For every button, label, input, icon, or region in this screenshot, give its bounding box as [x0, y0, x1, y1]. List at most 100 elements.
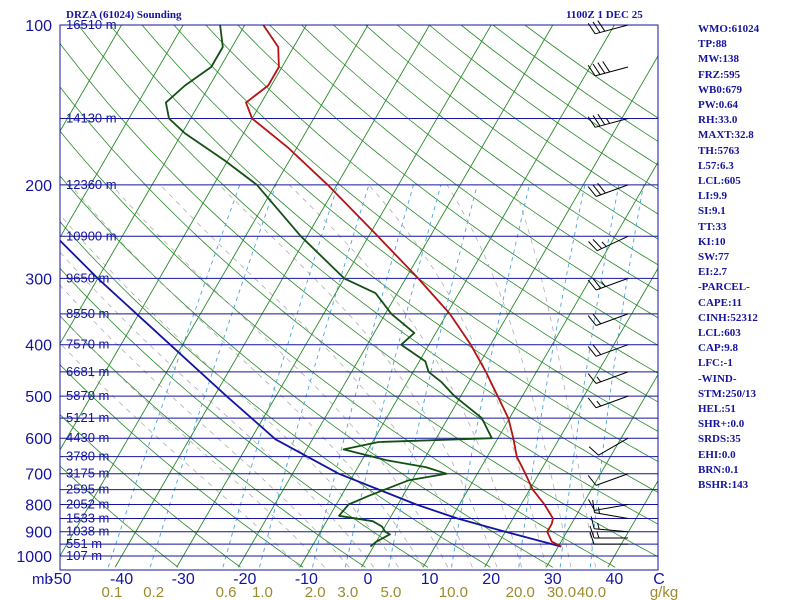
pressure-tick-label: 800	[25, 498, 52, 515]
plot-frame	[59, 24, 659, 571]
height-label: 5121 m	[66, 410, 109, 425]
temperature-tick-label: 30	[544, 571, 562, 588]
mixing-ratio-line	[107, 184, 241, 568]
wind-barb-flag	[588, 499, 595, 511]
index-item: SW:77	[698, 251, 730, 264]
wind-barb-half-flag	[596, 376, 602, 383]
index-item: WMO:61024	[698, 23, 760, 35]
wind-barb-flag	[587, 346, 597, 357]
wind-barb-flag	[587, 373, 597, 384]
height-label: 1038 m	[66, 524, 109, 539]
dry-adiabat-line	[141, 25, 658, 432]
mixing-ratio-tick-label: 20.0	[506, 584, 535, 600]
wind-barb-shaft	[595, 313, 629, 326]
wind-barb-shaft	[595, 118, 629, 128]
wind-barb	[588, 437, 629, 456]
moist-adiabat-line	[111, 184, 449, 568]
index-item: SI:9.1	[698, 205, 726, 218]
pressure-tick-label: 200	[25, 178, 52, 195]
index-item: LI:9.9	[698, 190, 728, 203]
mixing-ratio-line	[222, 184, 339, 568]
isotherm-line	[60, 25, 184, 239]
index-item: HEL:51	[698, 403, 736, 416]
wind-barb-flag	[587, 22, 596, 35]
isotherm-line	[299, 25, 615, 568]
height-label: 1533 m	[66, 511, 109, 526]
mixing-ratio-tick-label: 0.6	[216, 584, 237, 600]
wind-barb-shaft	[594, 504, 629, 511]
mixing-ratio-tick-label: 10.0	[439, 584, 468, 600]
dry-adiabat-line	[60, 315, 366, 568]
wind-barb-shaft	[598, 437, 629, 456]
wind-barb-flag	[597, 20, 606, 32]
wind-barb-flag	[592, 239, 603, 249]
temperature-tick-label: -10	[295, 571, 318, 588]
pressure-tick-label: 1000	[16, 549, 52, 566]
wind-barb-flag	[587, 65, 596, 77]
wind-barb-flag	[592, 313, 602, 325]
height-label: 10900 m	[66, 228, 117, 243]
dry-adiabat-line	[237, 25, 658, 346]
index-item: CINH:52312	[698, 311, 758, 324]
wind-barb-flag	[587, 397, 597, 409]
wind-barb-flag	[587, 186, 597, 197]
temperature-tick-label: 20	[482, 571, 500, 588]
isotherm-line	[237, 25, 554, 568]
dry-adiabat-line	[60, 221, 491, 568]
dry-adiabat-line	[269, 25, 658, 319]
index-item: MW:138	[698, 53, 739, 66]
wind-barb-flag	[590, 516, 595, 529]
wind-barb-half-flag	[596, 531, 600, 539]
dry-adiabat-line	[60, 267, 429, 568]
dry-adiabat-line	[60, 414, 241, 568]
height-label: 3780 m	[66, 449, 109, 464]
wind-barb	[587, 313, 629, 326]
mixing-ratio-line	[312, 184, 414, 568]
pressure-tick-label: 400	[25, 338, 52, 355]
height-label: 2052 m	[66, 497, 109, 512]
index-item: BSHR:143	[698, 479, 749, 492]
wind-barb-flag	[597, 182, 606, 194]
mixing-ratio-line	[451, 184, 530, 568]
height-label: 3175 m	[66, 466, 109, 481]
moist-adiabat-line	[69, 184, 424, 568]
wind-barb-flag	[592, 500, 596, 513]
dewpoint-profile-line	[164, 25, 493, 548]
temperature-unit-label: C	[653, 571, 665, 588]
temperature-tick-label: 0	[364, 571, 373, 588]
wind-barb-flag	[587, 116, 596, 128]
mixing-ratio-line	[589, 184, 644, 568]
index-item: L57:6.3	[698, 159, 734, 172]
wind-barb	[587, 61, 629, 77]
isotherm-line	[361, 55, 658, 568]
mixing-ratio-tick-label: 1.0	[252, 584, 273, 600]
wind-barb-shaft	[595, 473, 629, 486]
pressure-tick-label: 900	[25, 525, 52, 542]
wind-barb-flag	[589, 525, 595, 539]
wind-barb-shaft	[595, 66, 629, 77]
index-item: LCL:605	[698, 175, 741, 188]
height-label: 16510 m	[66, 17, 117, 32]
isotherm-line	[484, 267, 658, 568]
height-label: 8550 m	[66, 306, 109, 321]
moist-adiabat-line	[218, 184, 498, 568]
pressure-tick-label: 100	[25, 18, 52, 35]
wind-barb-flag	[587, 315, 597, 326]
wind-barb-flag	[597, 62, 606, 74]
dry-adiabat-line	[60, 364, 304, 568]
wind-barb	[587, 277, 629, 291]
wind-barb-flag	[592, 344, 602, 355]
index-item: SHR+:0.0	[698, 418, 745, 431]
pressure-tick-label: 300	[25, 271, 52, 288]
dry-adiabat-line	[77, 25, 658, 493]
index-item: TT:33	[698, 220, 727, 233]
mixing-ratio-line	[344, 184, 442, 568]
parcel-path-line	[60, 239, 562, 548]
isotherm-line	[60, 25, 246, 345]
plot-area	[60, 25, 658, 568]
wind-barb-shaft	[596, 235, 629, 252]
wind-barb-half-flag	[605, 117, 611, 124]
wind-barb-flag	[592, 115, 601, 127]
moist-adiabat-line	[60, 214, 399, 568]
